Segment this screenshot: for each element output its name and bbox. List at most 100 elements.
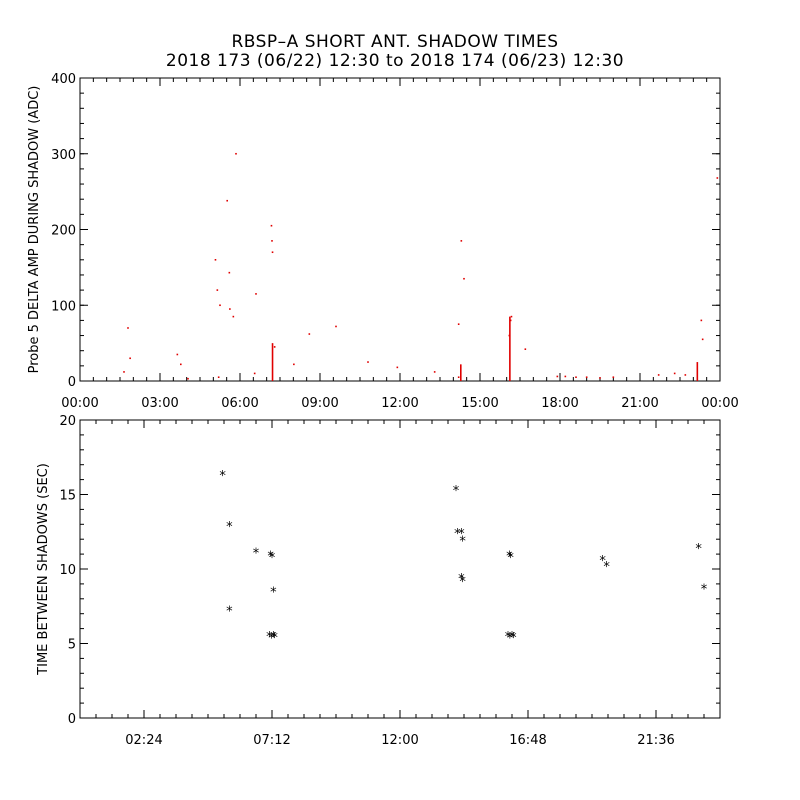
bottom-data-point: *	[266, 630, 273, 645]
top-data-point	[457, 323, 460, 325]
top-data-point	[509, 319, 512, 322]
top-plot-frame	[79, 77, 721, 382]
top-x-tick-label: 15:00	[461, 396, 498, 411]
top-data-point	[716, 177, 719, 179]
top-data-point	[396, 366, 399, 369]
top-data-point	[180, 363, 182, 366]
bottom-y-tick-label: 5	[68, 638, 76, 653]
bottom-y-tick-label: 20	[59, 414, 76, 429]
bottom-data-point: *	[226, 605, 233, 620]
top-data-point	[229, 308, 231, 310]
bottom-y-tick-label: 15	[59, 489, 76, 504]
top-data-point	[176, 353, 179, 356]
top-data-point	[367, 361, 369, 363]
bottom-data-point: *	[506, 550, 513, 565]
bottom-data-point: *	[270, 630, 277, 645]
top-y-tick-label: 400	[51, 72, 76, 87]
bottom-data-point: *	[458, 572, 465, 587]
top-data-point	[657, 374, 660, 376]
top-data-point	[564, 375, 567, 378]
bottom-data-point: *	[507, 632, 514, 647]
bottom-data-point: *	[510, 631, 517, 646]
top-data-point	[271, 251, 274, 254]
top-data-point	[460, 240, 463, 242]
top-x-tick-label: 00:00	[61, 396, 98, 411]
top-data-point	[457, 376, 460, 379]
top-data-point	[216, 289, 219, 291]
top-data-point	[228, 271, 231, 274]
top-data-point	[701, 338, 704, 341]
bottom-data-point: *	[269, 551, 276, 566]
top-data-point	[673, 372, 676, 375]
bottom-data-point: *	[507, 551, 514, 566]
top-data-point	[463, 277, 465, 280]
top-data-point	[599, 377, 601, 379]
top-data-point	[271, 240, 273, 242]
top-data-point	[700, 319, 703, 322]
bottom-data-point: *	[253, 547, 260, 562]
bottom-data-point: *	[268, 632, 275, 647]
bottom-data-point: *	[267, 550, 274, 565]
bottom-plot-frame	[79, 419, 721, 719]
top-data-point	[123, 371, 125, 373]
bottom-data-point: *	[459, 535, 466, 550]
bottom-x-tick-label: 07:12	[253, 733, 290, 748]
bottom-data-point: *	[454, 527, 461, 542]
bottom-panel: 0 5 10 15 20 02:24 07:12 12:00 16:48 21:36 TIME BE…	[36, 414, 721, 748]
chart-subtitle: 2018 173 (06/22) 12:30 to 2018 174 (06/2…	[165, 51, 625, 71]
top-x-tick-label: 03:00	[141, 396, 178, 411]
bottom-data-point: *	[226, 520, 233, 535]
top-data-point	[335, 325, 337, 328]
bottom-data-point: *	[603, 560, 610, 575]
bottom-x-tick-label: 21:36	[637, 733, 674, 748]
top-data-point	[556, 375, 559, 378]
top-y-axis-label: Probe 5 DELTA AMP DURING SHADOW (ADC)	[27, 86, 42, 374]
top-data-point	[273, 346, 276, 348]
bottom-data-point: *	[701, 582, 708, 597]
top-data-point	[253, 372, 256, 375]
top-data-point	[232, 315, 235, 318]
top-x-tick-label: 09:00	[301, 396, 338, 411]
top-data-point	[524, 348, 527, 350]
top-data-point	[255, 293, 257, 295]
bottom-data-point: *	[271, 631, 278, 646]
top-data-point	[612, 376, 615, 379]
top-x-tick-label: 21:00	[621, 396, 658, 411]
bottom-data-point: *	[270, 585, 277, 600]
bottom-x-tick-label: 12:00	[381, 733, 418, 748]
bottom-y-tick-label: 10	[59, 563, 76, 578]
top-x-tick-label: 00:00	[701, 396, 738, 411]
top-data-point	[308, 333, 311, 335]
bottom-x-tick-label: 16:48	[509, 733, 546, 748]
top-data-point	[270, 224, 273, 227]
bottom-data-point: *	[509, 630, 516, 645]
bottom-x-tick-label: 02:24	[125, 733, 162, 748]
top-panel: 0 100 200 300 400 00:00 03:00 06:00 09:00 12:00 15…	[27, 72, 739, 411]
top-x-tick-label: 18:00	[541, 396, 578, 411]
top-data-point	[214, 259, 217, 261]
top-data-point	[235, 152, 237, 155]
top-data-point	[293, 363, 295, 366]
bottom-data-point: *	[459, 575, 466, 590]
bottom-data-point: *	[505, 630, 512, 645]
top-x-tick-label: 12:00	[381, 396, 418, 411]
top-data-point	[226, 199, 228, 202]
top-data-point	[684, 374, 687, 376]
top-data-point	[510, 315, 513, 318]
bottom-y-axis-label: TIME BETWEEN SHADOWS (SEC)	[36, 463, 51, 676]
bottom-data-point: *	[219, 469, 226, 484]
top-data-point	[585, 376, 588, 379]
top-data-point	[127, 327, 129, 329]
top-data-point	[575, 376, 577, 379]
top-data-point	[433, 371, 436, 373]
top-data-point	[217, 376, 220, 379]
bottom-data-point: *	[695, 542, 702, 557]
top-y-tick-label: 100	[51, 299, 76, 314]
top-x-tick-label: 06:00	[221, 396, 258, 411]
chart-title: RBSP–A SHORT ANT. SHADOW TIMES	[231, 32, 559, 52]
top-y-tick-label: 0	[68, 375, 76, 390]
top-y-tick-label: 300	[51, 148, 76, 163]
bottom-data-point: *	[599, 554, 606, 569]
bottom-y-tick-label: 0	[68, 712, 76, 727]
